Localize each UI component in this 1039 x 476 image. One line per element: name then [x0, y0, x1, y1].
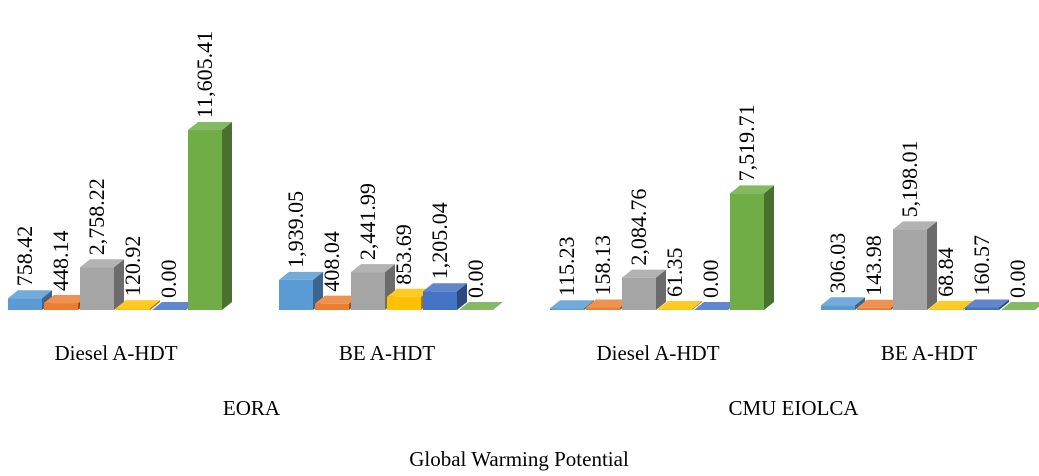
bar-top: [279, 271, 323, 280]
bar-top: [116, 300, 160, 309]
bar: [279, 279, 313, 310]
bar-top: [694, 302, 738, 310]
bar-top: [965, 299, 1009, 308]
value-label: 306.03: [825, 233, 850, 294]
value-label: 115.23: [554, 237, 579, 297]
bar-top: [586, 299, 630, 308]
bar-top: [857, 299, 901, 308]
value-label: 448.14: [48, 231, 73, 292]
value-label: 160.57: [969, 235, 994, 296]
bar-top: [351, 264, 395, 273]
bar-top: [622, 269, 666, 278]
bar-top: [423, 283, 467, 292]
value-label: 61.35: [662, 248, 687, 298]
bar-top: [658, 301, 702, 310]
value-label: 1,939.05: [283, 191, 308, 268]
bar-top: [730, 185, 774, 194]
bar-side: [692, 301, 702, 310]
value-label: 2,084.76: [626, 189, 651, 266]
bar: [658, 309, 692, 310]
value-label: 11,605.41: [192, 31, 217, 118]
bar-top: [893, 221, 937, 230]
group-label: EORA: [223, 396, 281, 420]
value-label: 0.00: [463, 260, 488, 299]
bar-side: [999, 299, 1009, 310]
bar: [8, 298, 42, 310]
value-label: 2,441.99: [355, 183, 380, 260]
bar-top: [1001, 302, 1039, 310]
bar: [821, 305, 855, 310]
bar-top: [459, 302, 503, 310]
value-label: 0.00: [156, 260, 181, 299]
bar: [80, 267, 114, 310]
bar: [929, 308, 963, 310]
bar: [315, 303, 349, 310]
bar: [116, 308, 150, 310]
bar-top: [8, 290, 52, 299]
bar: [423, 291, 457, 310]
bar-top: [929, 300, 973, 309]
bar: [586, 307, 620, 310]
category-label: Diesel A-HDT: [596, 341, 719, 365]
bar-side: [114, 259, 124, 310]
group-label: CMU EIOLCA: [728, 396, 859, 420]
value-label: 0.00: [698, 260, 723, 299]
value-label: 408.04: [319, 231, 344, 292]
value-label: 158.13: [590, 235, 615, 296]
value-label: 120.92: [120, 236, 145, 297]
bar-top: [44, 295, 88, 304]
bar: [188, 130, 222, 310]
bar-side: [457, 283, 467, 310]
bar: [44, 303, 78, 310]
value-label: 143.98: [861, 235, 886, 296]
value-label: 758.42: [12, 226, 37, 287]
bar: [965, 307, 999, 310]
bar-side: [222, 122, 232, 310]
bar-top: [188, 122, 232, 130]
bar-side: [656, 269, 666, 310]
bar: [857, 307, 891, 310]
value-label: 68.84: [933, 247, 958, 297]
bar-top: [315, 295, 359, 304]
value-label: 7,519.71: [734, 104, 759, 181]
value-label: 0.00: [1005, 260, 1030, 299]
bar: [730, 193, 764, 310]
bar-top: [821, 297, 865, 306]
bar-top: [550, 300, 594, 309]
bar-top: [387, 288, 431, 297]
chart-title: Global Warming Potential: [409, 447, 629, 471]
bar-top: [80, 259, 124, 268]
bar: [351, 272, 385, 310]
bar-top: [152, 302, 196, 310]
value-label: 5,198.01: [897, 140, 922, 217]
bar: [550, 308, 584, 310]
bar: [893, 229, 927, 310]
bar: [387, 296, 421, 310]
bar-side: [927, 221, 937, 310]
category-label: Diesel A-HDT: [54, 341, 177, 365]
bar-side: [764, 185, 774, 310]
category-label: BE A-HDT: [339, 341, 435, 365]
bar-side: [150, 300, 160, 310]
value-label: 853.69: [391, 224, 416, 285]
value-label: 1,205.04: [427, 202, 452, 279]
bar-side: [855, 297, 865, 310]
value-label: 2,758.22: [84, 178, 109, 255]
category-label: BE A-HDT: [881, 341, 977, 365]
bar: [622, 277, 656, 310]
